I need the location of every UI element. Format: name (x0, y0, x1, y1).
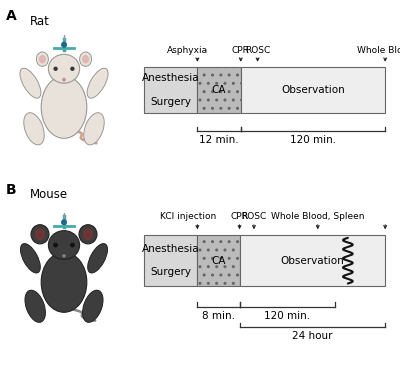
Ellipse shape (41, 252, 87, 312)
Ellipse shape (20, 68, 41, 98)
Text: 24 hour: 24 hour (292, 331, 332, 341)
Text: B: B (6, 183, 17, 197)
Ellipse shape (25, 290, 46, 322)
Text: CPR: CPR (230, 212, 248, 221)
Ellipse shape (48, 231, 80, 259)
Text: CA: CA (212, 85, 226, 95)
Ellipse shape (34, 228, 46, 240)
Bar (144, 235, 197, 286)
Text: Observation: Observation (280, 256, 344, 266)
Text: ROSC: ROSC (245, 46, 270, 55)
Text: 120 min.: 120 min. (290, 135, 336, 145)
Text: Anesthesia

Surgery: Anesthesia Surgery (142, 244, 200, 277)
Ellipse shape (31, 225, 49, 244)
Bar (197, 235, 240, 286)
Bar (197, 67, 241, 113)
Ellipse shape (82, 290, 103, 322)
Text: Mouse: Mouse (30, 188, 68, 201)
Ellipse shape (80, 52, 92, 66)
Ellipse shape (88, 243, 108, 273)
Text: A: A (6, 9, 17, 23)
Ellipse shape (87, 68, 108, 98)
Ellipse shape (39, 55, 46, 63)
Ellipse shape (84, 113, 104, 145)
Circle shape (54, 67, 58, 71)
Bar (241, 67, 385, 113)
Circle shape (70, 67, 74, 71)
Text: KCl injection: KCl injection (160, 212, 216, 221)
Text: Whole Blood: Whole Blood (357, 46, 400, 55)
Text: Asphyxia: Asphyxia (167, 46, 208, 55)
Ellipse shape (82, 228, 94, 240)
Circle shape (70, 243, 75, 247)
Text: CPR: CPR (232, 46, 250, 55)
Text: Whole Blood, Spleen: Whole Blood, Spleen (271, 212, 364, 221)
Text: CA: CA (211, 256, 226, 266)
Circle shape (61, 219, 67, 225)
Circle shape (62, 78, 66, 81)
Circle shape (62, 254, 66, 258)
Ellipse shape (79, 225, 97, 244)
Text: 12 min.: 12 min. (199, 135, 239, 145)
Text: Anesthesia

Surgery: Anesthesia Surgery (142, 74, 200, 107)
Circle shape (53, 243, 58, 247)
Ellipse shape (24, 113, 44, 145)
Text: 120 min.: 120 min. (264, 310, 310, 321)
Ellipse shape (36, 52, 48, 66)
Ellipse shape (41, 76, 87, 138)
Text: Observation: Observation (281, 85, 345, 95)
Ellipse shape (82, 55, 89, 63)
Bar (240, 235, 385, 286)
Ellipse shape (48, 55, 80, 83)
Circle shape (61, 42, 67, 48)
Ellipse shape (20, 243, 40, 273)
Text: Rat: Rat (30, 15, 50, 28)
Text: ROSC: ROSC (241, 212, 266, 221)
Text: 8 min.: 8 min. (202, 310, 235, 321)
Bar (144, 67, 197, 113)
